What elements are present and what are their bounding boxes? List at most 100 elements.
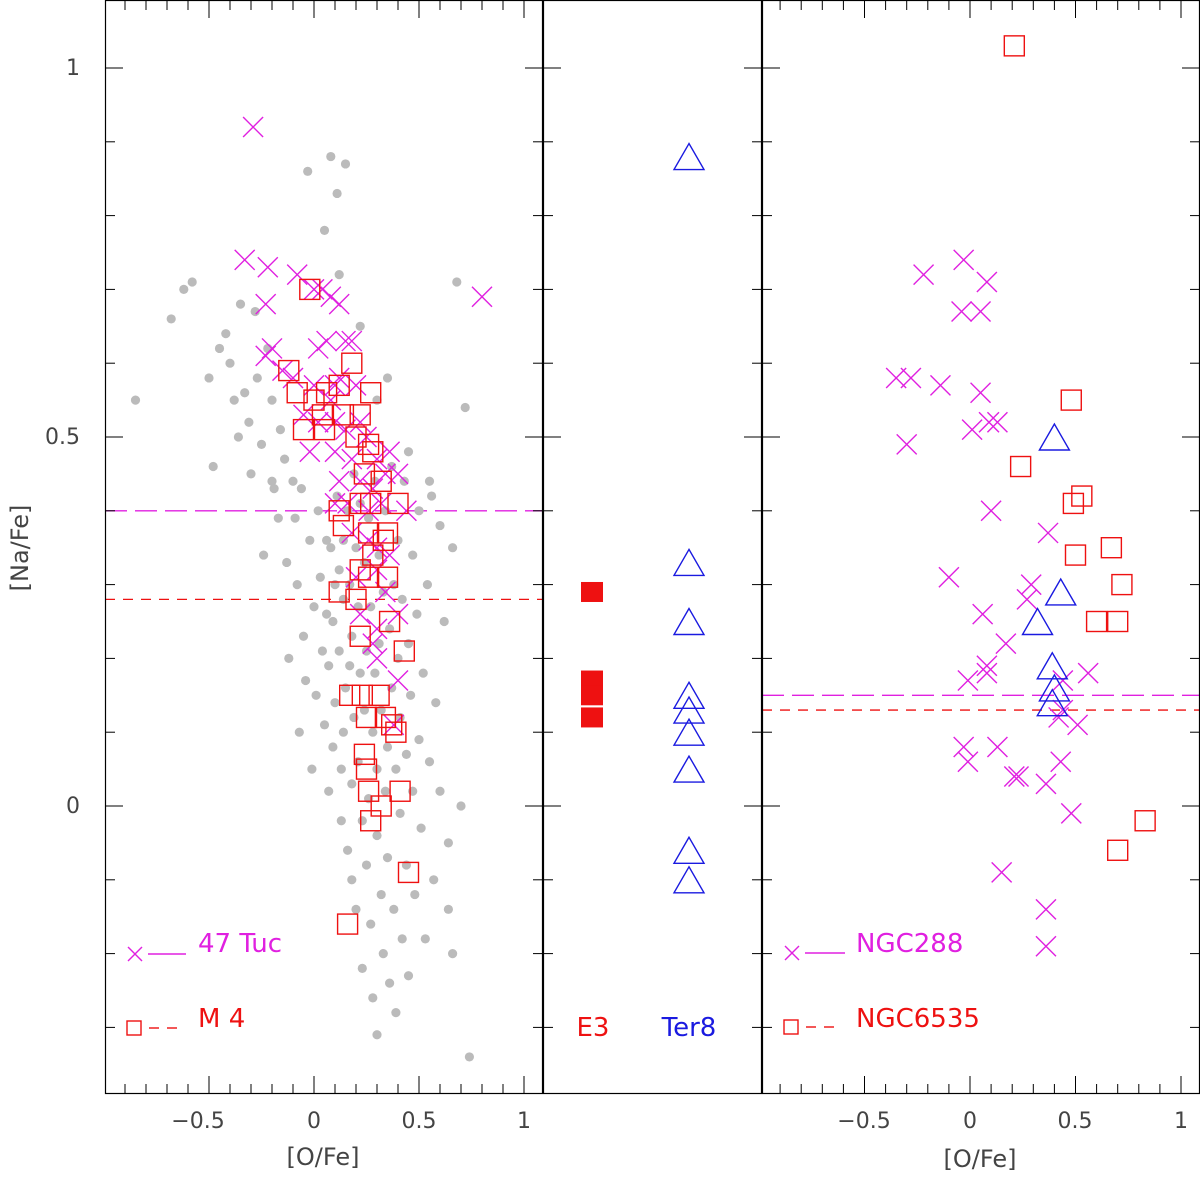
field-star-point (424, 757, 435, 767)
field-star-point (389, 904, 399, 914)
left-x-tick-label: 0.5 (402, 1109, 437, 1134)
point-ter8-right (1036, 651, 1069, 680)
legend-label-ngc288: NGC288 (856, 929, 963, 959)
reference-lines (105, 510, 1200, 711)
point-ngc288 (1003, 765, 1025, 787)
field-star-point (351, 543, 361, 553)
field-star-point (439, 616, 449, 627)
point-m4 (315, 382, 338, 404)
point-ter8-right (1038, 422, 1071, 451)
point-ngc288 (1008, 765, 1030, 787)
field-star-point (380, 786, 390, 796)
point-47tuc (366, 537, 388, 559)
point-ngc288 (1048, 706, 1070, 728)
point-47tuc (366, 647, 388, 669)
point-m4 (311, 404, 334, 426)
field-star-point (298, 631, 309, 641)
axis-ticks (105, 0, 1200, 1094)
point-47tuc (242, 116, 264, 138)
point-47tuc (311, 278, 333, 300)
point-47tuc (255, 293, 277, 315)
field-star-point (382, 853, 393, 863)
field-star-point (282, 557, 292, 568)
field-star-point (448, 949, 458, 959)
field-star-point (345, 661, 355, 671)
right-x-tick-label: −0.5 (837, 1109, 890, 1134)
point-ngc288 (976, 271, 998, 293)
field-star-point (229, 395, 239, 405)
field-star-point (340, 159, 351, 169)
field-star-point (435, 786, 445, 796)
field-star-point (403, 971, 414, 981)
field-star-point (275, 425, 285, 435)
field-star-point (324, 786, 334, 796)
field-star-point (456, 801, 466, 811)
point-ter8-right (1038, 673, 1071, 702)
point-ter8 (672, 607, 706, 636)
point-ngc288 (1050, 751, 1072, 773)
point-47tuc (234, 249, 256, 271)
point-ngc6535 (1060, 389, 1082, 411)
y-tick-label: 1 (66, 56, 80, 81)
right-panel-frame (761, 0, 1200, 1095)
field-star-point (448, 543, 458, 553)
field-star-point (347, 631, 357, 641)
point-ngc288 (885, 367, 907, 389)
point-m4 (349, 625, 371, 647)
point-ngc288 (980, 500, 1002, 522)
field-star-point (361, 860, 372, 870)
point-ngc288 (976, 655, 998, 677)
field-star-point (412, 609, 422, 619)
point-ter8 (672, 754, 706, 783)
field-star-point (294, 727, 304, 737)
field-star-point (370, 668, 380, 678)
point-m4 (328, 500, 350, 522)
point-ngc288 (1035, 935, 1057, 957)
field-star-point (397, 934, 407, 944)
point-ngc288 (1035, 898, 1057, 920)
field-star-point (273, 513, 283, 523)
field-star-point (326, 151, 336, 162)
field-star-point (382, 742, 393, 752)
point-47tuc (328, 293, 350, 315)
field-star-point (343, 845, 353, 855)
point-47tuc (307, 411, 329, 433)
field-star-point (130, 395, 141, 405)
field-star-point (431, 698, 441, 708)
point-ngc288 (938, 566, 960, 588)
middle-panel-frame (542, 0, 763, 1095)
point-47tuc (337, 492, 359, 514)
point-ngc6535 (1106, 839, 1129, 861)
field-star-point (332, 188, 342, 199)
point-ngc288 (1077, 662, 1099, 684)
point-m4 (360, 492, 382, 515)
point-m4 (357, 780, 380, 802)
point-ngc288 (1035, 773, 1057, 795)
point-e3 (581, 707, 603, 728)
point-ter8 (672, 695, 706, 724)
field-star-point (326, 543, 336, 553)
field-star-point (378, 587, 388, 597)
right-x-axis-title: [O/Fe] (944, 1145, 1017, 1173)
point-ter8 (672, 548, 706, 577)
point-47tuc (328, 470, 350, 492)
field-star-point (221, 329, 231, 339)
left-x-tick-label: −0.5 (171, 1109, 224, 1134)
point-ngc6535 (1111, 573, 1133, 596)
point-ter8-right (1021, 607, 1054, 636)
legend-ngc288: NGC288 (784, 929, 963, 961)
point-ter8 (672, 835, 706, 864)
field-star-point (324, 661, 334, 671)
point-ngc288 (961, 419, 983, 441)
legend-ngc6535: NGC6535 (783, 1004, 980, 1035)
point-47tuc (328, 367, 350, 389)
point-47tuc (293, 404, 314, 426)
field-star-point (382, 373, 393, 383)
field-star-point (452, 277, 462, 287)
field-star-point (403, 447, 414, 457)
point-47tuc (324, 374, 346, 396)
point-47tuc (272, 360, 293, 382)
field-star-point (351, 904, 361, 914)
field-star-point (311, 690, 321, 700)
point-e3 (581, 685, 603, 706)
